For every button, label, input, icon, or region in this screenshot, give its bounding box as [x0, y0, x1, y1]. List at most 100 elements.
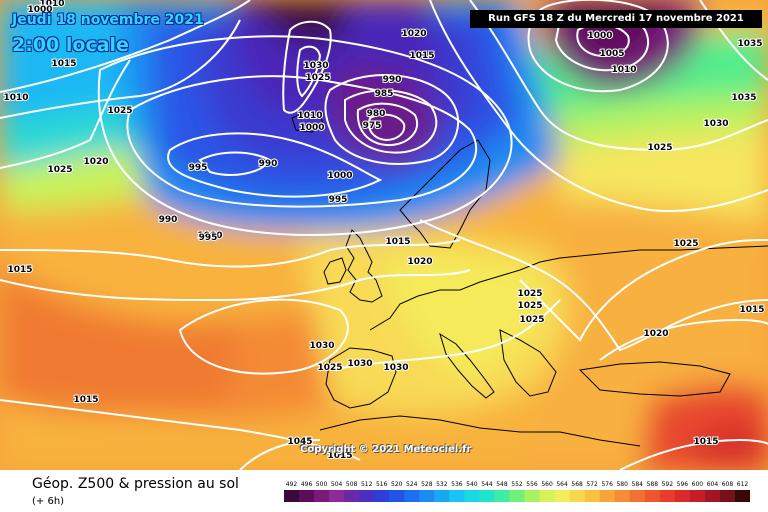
isobar-label: 1025 — [107, 106, 132, 116]
footer: Géop. Z500 & pression au sol (+ 6h) 492 4… — [0, 470, 768, 512]
legend-swatch — [704, 490, 721, 502]
legend-label: 588 — [647, 481, 659, 488]
isobar-label: 1025 — [305, 73, 330, 83]
isobar-line — [178, 298, 349, 375]
legend-label: 564 — [556, 481, 568, 488]
legend-swatch — [299, 490, 315, 502]
legend-swatch — [614, 490, 631, 502]
isobar-label: 975 — [363, 121, 382, 131]
isobar-label: 1020 — [83, 157, 108, 167]
legend-swatch — [404, 490, 420, 502]
isobar-label: 1030 — [303, 61, 328, 71]
isobar-line — [198, 151, 272, 176]
isobar-label: 1015 — [739, 305, 764, 315]
legend-label: 580 — [616, 481, 628, 488]
legend-label: 584 — [632, 481, 644, 488]
isobar-label: 1030 — [309, 341, 334, 351]
isobar-line — [368, 113, 406, 142]
legend-swatch — [599, 490, 616, 502]
isobar-label: 980 — [367, 109, 386, 119]
legend-swatch — [359, 490, 375, 502]
legend-label: 596 — [677, 481, 689, 488]
legend-label: 544 — [481, 481, 493, 488]
isobar-label: 995 — [329, 195, 348, 205]
iberia — [325, 347, 397, 409]
isobar-line — [599, 318, 768, 361]
iceland — [291, 111, 325, 133]
isobar-label: 1030 — [703, 119, 728, 129]
legend-swatch — [494, 490, 510, 502]
isobar-label: 1015 — [7, 265, 32, 275]
isobar-label: 1020 — [643, 329, 668, 339]
legend-label: 604 — [707, 481, 719, 488]
isobar-line — [0, 239, 461, 268]
isobar-label: 1000 — [27, 5, 52, 15]
isobar-label: 990 — [383, 75, 402, 85]
run-banner: Run GFS 18 Z du Mercredi 17 novembre 202… — [470, 10, 762, 28]
isobar-label: 1025 — [517, 289, 542, 299]
legend-swatch — [284, 490, 300, 502]
legend-label: 592 — [662, 481, 674, 488]
isobar-label: 1025 — [317, 363, 342, 373]
isobar-label: 1010 — [611, 65, 636, 75]
isobar-label: 1015 — [51, 59, 76, 69]
legend-label: 508 — [346, 481, 358, 488]
valid-time: 2:00 locale — [12, 34, 129, 56]
legend-swatch — [434, 490, 450, 502]
isobar-line — [0, 19, 241, 119]
isobar-label: 1010 — [297, 111, 322, 121]
isobar-line — [329, 299, 561, 371]
legend-label: 500 — [316, 481, 328, 488]
legend-label: 548 — [496, 481, 508, 488]
isobar-label: 1000 — [197, 231, 222, 241]
legend-label: 576 — [601, 481, 613, 488]
isobar-label: 1025 — [519, 315, 544, 325]
legend-swatch — [584, 490, 601, 502]
isobar-label: 1015 — [73, 395, 98, 405]
isobar-lines — [0, 0, 768, 470]
coastlines — [291, 111, 768, 447]
legend-label: 540 — [466, 481, 478, 488]
isobar-line — [0, 399, 361, 461]
legend-label: 612 — [737, 481, 749, 488]
legend-label: 492 — [286, 481, 298, 488]
isobar-label: 995 — [189, 163, 208, 173]
legend-swatch — [314, 490, 330, 502]
legend-swatch — [389, 490, 405, 502]
isobar-line — [0, 269, 471, 302]
legend-swatch — [419, 490, 435, 502]
isobar-label: 990 — [259, 159, 278, 169]
legend-label: 524 — [406, 481, 418, 488]
isobar-line — [0, 59, 131, 169]
color-legend: 492 496 500 504 508 512 516 520 524 528 532 536 540 5… — [284, 481, 750, 502]
legend-swatch — [374, 490, 390, 502]
isobar-line — [619, 438, 768, 470]
legend-swatch — [644, 490, 661, 502]
legend-label: 512 — [361, 481, 373, 488]
isobar-line — [167, 132, 383, 198]
isobar-label: 985 — [375, 89, 394, 99]
isobar-line — [344, 89, 438, 154]
legend-label: 600 — [692, 481, 704, 488]
isobar-label: 1015 — [409, 51, 434, 61]
legend-swatch — [344, 490, 360, 502]
italy — [439, 332, 495, 399]
isobar-line — [239, 439, 321, 470]
z500-color-field — [0, 0, 768, 470]
isobar-line — [282, 20, 332, 114]
isobar-label: 1030 — [347, 359, 372, 369]
legend-swatch — [734, 490, 750, 502]
isobar-label: 1025 — [517, 301, 542, 311]
isobar-label: 1005 — [599, 49, 624, 59]
isobar-label: 1000 — [587, 31, 612, 41]
isobar-label: 1015 — [693, 437, 718, 447]
isobar-label: 1000 — [327, 171, 352, 181]
turkey — [578, 361, 731, 397]
isobar-label: 1030 — [383, 363, 408, 373]
isobar-line — [527, 0, 669, 93]
scandinavia — [399, 139, 491, 249]
isobar-label: 1025 — [673, 239, 698, 249]
legend-label: 560 — [541, 481, 553, 488]
legend-swatch — [719, 490, 736, 502]
valid-date: Jeudi 18 novembre 2021 — [12, 12, 204, 28]
